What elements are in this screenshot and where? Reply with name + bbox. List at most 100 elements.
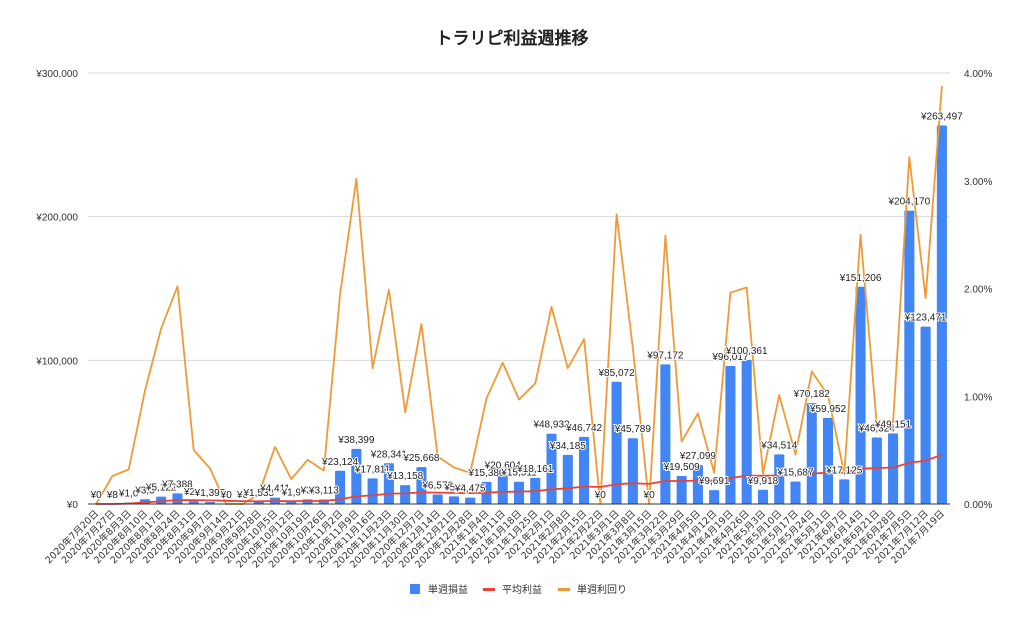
legend-label: 単週利回り [577, 583, 627, 596]
data-label: ¥2,0 [183, 487, 204, 498]
legend-label: 平均利益 [502, 583, 542, 596]
y-tick-label: ¥100,000 [35, 356, 78, 367]
data-label: ¥34,185 [549, 441, 587, 452]
bar [627, 438, 638, 504]
bar [465, 497, 476, 504]
chart-title: トラリピ利益週推移 [436, 28, 589, 49]
bar [904, 210, 915, 504]
data-label: ¥45,789 [614, 424, 652, 435]
data-label: ¥0 [236, 490, 249, 501]
y-axis-right: 0.00% 1.00% 2.00% 3.00% 4.00% [964, 69, 992, 511]
data-label: ¥25,668 [402, 453, 440, 464]
legend-item-weekly-yield[interactable]: 単週利回り [558, 583, 627, 596]
bar [660, 364, 671, 504]
legend-swatch-line-icon [558, 588, 570, 591]
bar [790, 481, 801, 504]
data-label: ¥15,511 [500, 468, 537, 479]
data-label: ¥18,161 [516, 464, 554, 475]
bar [839, 479, 850, 504]
legend-swatch-line-icon [483, 588, 495, 591]
data-label: ¥17,811 [354, 464, 391, 475]
data-labels: ¥0 ¥8 ¥1,0¥3,3¥5,122¥7,388¥2,0¥1,395¥0 ¥0¥1… [89, 110, 965, 502]
data-label: ¥23,124 [321, 457, 359, 468]
data-label: ¥19,509 [663, 462, 701, 473]
bar [757, 489, 769, 504]
bar [448, 496, 459, 504]
legend-label: 単週損益 [428, 583, 468, 596]
data-label: ¥4,411 [259, 484, 290, 495]
bar [351, 448, 362, 504]
legend-swatch-square-icon [410, 584, 420, 594]
data-label: ¥1,9 [281, 487, 302, 498]
bar [774, 454, 785, 504]
data-label: ¥3, [300, 485, 315, 496]
data-label: ¥85,072 [598, 368, 636, 379]
data-label: ¥0 [594, 490, 607, 501]
data-label: ¥9,691 [698, 476, 730, 487]
data-label: ¥48,933 [532, 420, 570, 431]
bar [335, 470, 346, 504]
data-label: ¥49,151 [874, 419, 912, 430]
y-tick-label: ¥200,000 [35, 213, 78, 224]
average-line [96, 454, 943, 505]
data-label: ¥15,380 [467, 468, 505, 479]
data-label: ¥34,514 [760, 440, 798, 451]
bar [692, 465, 703, 504]
y2-tick-label: 1.00% [964, 392, 992, 403]
data-label: ¥6,573 [421, 481, 453, 492]
bar [855, 286, 866, 504]
data-label: ¥151,206 [839, 273, 882, 284]
line-series-average-profit [96, 454, 943, 505]
bar [562, 454, 573, 504]
bar [822, 417, 834, 504]
bar [888, 433, 899, 504]
data-label: ¥27,099 [679, 451, 717, 462]
data-label: ¥46,324 [858, 423, 896, 434]
bar [725, 366, 736, 504]
bar [497, 474, 508, 504]
y-tick-label: ¥300,000 [35, 69, 78, 80]
data-label: ¥17,125 [825, 465, 863, 476]
bar [432, 494, 443, 504]
data-label: ¥3,113 [308, 486, 339, 497]
legend-item-average-profit[interactable]: 平均利益 [483, 583, 542, 596]
y2-tick-label: 3.00% [964, 177, 992, 188]
bar [871, 437, 882, 504]
data-label: ¥96,017 [711, 352, 749, 363]
y2-tick-label: 4.00% [964, 69, 992, 80]
y-axis-left: ¥0 ¥100,000 ¥200,000 ¥300,000 [35, 69, 78, 511]
data-label: ¥97,172 [646, 350, 684, 361]
data-label: ¥1,0 [118, 489, 139, 500]
data-label: ¥3,3 [134, 485, 155, 496]
data-label: ¥0 [643, 490, 656, 501]
data-label: ¥15,687 [776, 467, 814, 478]
data-label: ¥20,604 [484, 460, 522, 471]
data-label: ¥100,361 [725, 346, 768, 357]
data-label: ¥204,170 [887, 197, 930, 208]
bar [806, 403, 817, 504]
legend-item-weekly-profit[interactable]: 単週損益 [410, 583, 468, 596]
x-axis: 2020年7月20日2020年7月27日2020年8月3日2020年8月10日2… [43, 508, 947, 571]
data-label: ¥7,388 [161, 479, 193, 490]
data-label: ¥38,399 [337, 435, 375, 446]
data-label: ¥1,535 [242, 488, 274, 499]
data-label: ¥123,471 [904, 313, 947, 324]
y-tick-label: ¥0 [66, 500, 79, 511]
bar [188, 501, 199, 504]
y2-tick-label: 2.00% [964, 285, 992, 296]
bar [546, 433, 557, 504]
bar [741, 359, 752, 504]
gridlines [88, 72, 950, 361]
data-label: ¥13,158 [386, 471, 424, 482]
data-label: ¥59,952 [809, 404, 847, 415]
data-label: ¥0 [220, 490, 233, 501]
legend: 単週損益 平均利益 単週利回り [410, 583, 627, 596]
data-label: ¥263,497 [920, 111, 963, 122]
bar [920, 326, 931, 504]
bar [936, 125, 947, 505]
bar [676, 475, 687, 504]
bar [204, 501, 216, 504]
data-label: ¥5,3 [443, 482, 464, 493]
bar [172, 493, 183, 504]
